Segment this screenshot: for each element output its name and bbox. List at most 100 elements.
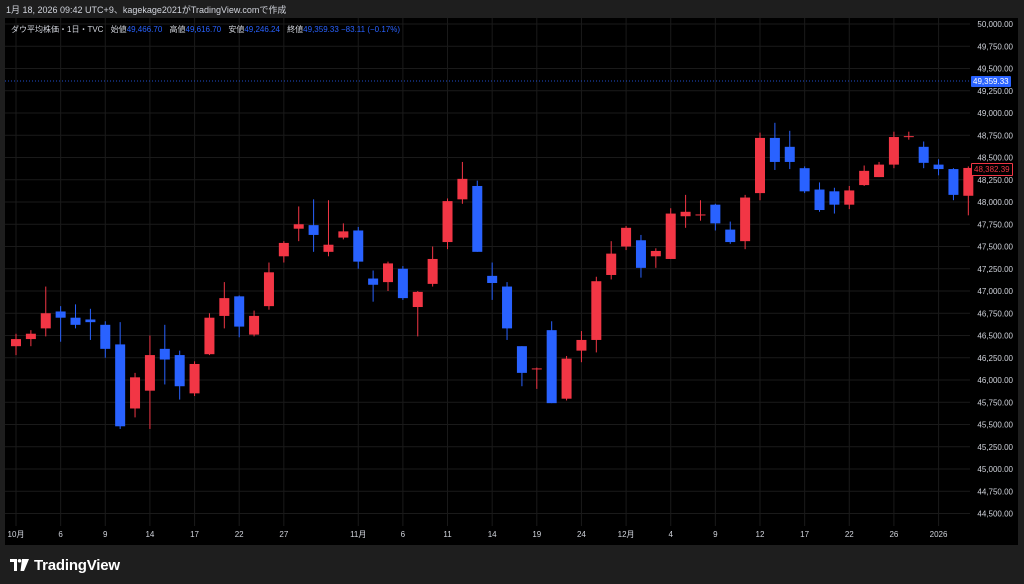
x-tick-label: 11: [443, 530, 452, 539]
candle-body: [338, 231, 349, 238]
candle-body: [725, 229, 736, 243]
candle-body: [516, 346, 527, 373]
y-tick-label: 49,500.00: [977, 65, 1013, 74]
candle-body: [472, 185, 483, 252]
candle-body: [85, 319, 96, 323]
candle-body: [695, 214, 706, 216]
legend-low-value: 49,246.24: [244, 25, 280, 34]
tradingview-logo-icon: [10, 559, 29, 571]
x-tick-label: 6: [401, 530, 406, 539]
candle-body: [323, 244, 334, 252]
candle-body: [665, 213, 676, 259]
x-tick-label: 4: [668, 530, 673, 539]
y-tick-label: 49,250.00: [977, 87, 1013, 96]
x-tick-label: 12月: [618, 530, 635, 539]
candle-body: [591, 281, 602, 340]
y-tick-label: 47,000.00: [977, 287, 1013, 296]
x-tick-label: 11月: [350, 530, 366, 539]
candle-body: [219, 298, 230, 316]
caption-bar: 1月 18, 2026 09:42 UTC+9、kagekage2021がTra…: [0, 0, 1024, 18]
y-tick-label: 47,500.00: [977, 243, 1013, 252]
legend-symbol: ダウ平均株価・1日・TVC: [11, 25, 104, 34]
candle-body: [427, 258, 438, 284]
y-tick-label: 45,750.00: [977, 398, 1013, 407]
x-tick-label: 14: [488, 530, 497, 539]
x-tick-label: 17: [800, 530, 809, 539]
candle-body: [115, 344, 126, 427]
legend-change-value: −83.11 (−0.17%): [341, 25, 401, 34]
candle-body: [383, 263, 393, 283]
candle-body: [55, 311, 66, 318]
candle-body: [412, 291, 423, 308]
candle-body: [710, 204, 721, 224]
y-tick-label: 50,000.00: [977, 20, 1013, 29]
candle-body: [174, 355, 185, 387]
ohlc-legend: ダウ平均株価・1日・TVC 始値49,466.70 高値49,616.70 安値…: [11, 24, 400, 35]
legend-low-label: 安値: [228, 25, 245, 34]
tradingview-logo[interactable]: TradingView: [10, 556, 120, 574]
candle-body: [769, 137, 780, 162]
x-tick-label: 2026: [930, 530, 948, 539]
candle-body: [189, 363, 200, 394]
candle-body: [784, 146, 795, 162]
x-tick-label: 12: [756, 530, 765, 539]
candle-body: [576, 339, 587, 351]
candle-body: [11, 339, 21, 347]
x-tick-label: 9: [713, 530, 718, 539]
candle-body: [829, 191, 840, 205]
y-tick-label: 47,750.00: [977, 220, 1013, 229]
x-tick-label: 14: [145, 530, 154, 539]
candle-body: [249, 315, 260, 335]
x-tick-label: 22: [235, 530, 244, 539]
candle-body: [25, 333, 36, 340]
candle-body: [680, 211, 691, 217]
y-tick-label: 48,250.00: [977, 176, 1013, 185]
candle-body: [903, 136, 914, 138]
candle-body: [918, 146, 929, 163]
y-tick-label: 46,500.00: [977, 332, 1013, 341]
candle-body: [457, 178, 468, 200]
legend-open-value: 49,466.70: [126, 25, 163, 34]
y-tick-label: 44,500.00: [977, 510, 1013, 519]
x-tick-label: 10月: [8, 530, 25, 539]
candle-body: [144, 355, 155, 391]
y-tick-label: 46,750.00: [977, 309, 1013, 318]
legend-close-value: 49,359.33: [303, 25, 339, 34]
candle-body: [740, 197, 751, 242]
candle-body: [650, 250, 661, 257]
x-tick-label: 24: [577, 530, 586, 539]
candle-body: [397, 268, 408, 299]
candle-body: [546, 330, 557, 404]
legend-open-label: 始値: [110, 25, 127, 34]
x-tick-label: 9: [103, 530, 108, 539]
candle-body: [606, 253, 617, 275]
y-tick-label: 44,750.00: [977, 487, 1013, 496]
x-tick-label: 22: [845, 530, 854, 539]
current-price-tag: 48,382.39: [971, 163, 1013, 176]
candle-body: [308, 225, 319, 235]
x-tick-label: 6: [58, 530, 63, 539]
y-tick-label: 46,000.00: [977, 376, 1013, 385]
candle-body: [561, 358, 572, 399]
snapshot-caption: 1月 18, 2026 09:42 UTC+9、kagekage2021がTra…: [6, 5, 287, 15]
candle-body: [487, 275, 498, 283]
y-tick-label: 47,250.00: [977, 265, 1013, 274]
candle-body: [293, 224, 304, 229]
candle-body: [70, 317, 81, 325]
candle-body: [263, 272, 274, 307]
candle-body: [204, 317, 215, 355]
candle-body: [948, 169, 959, 195]
y-tick-label: 45,000.00: [977, 465, 1013, 474]
candle-body: [100, 324, 111, 349]
branding-bar: [0, 545, 1024, 584]
chart-area[interactable]: 44,500.00 44,750.00 45,000.00 45,250.00 45,5…: [5, 18, 1018, 545]
candle-body: [933, 164, 944, 170]
candlestick-chart[interactable]: 44,500.00 44,750.00 45,000.00 45,250.00 45,5…: [5, 18, 1018, 545]
y-tick-label: 49,000.00: [977, 109, 1013, 118]
y-tick-label: 48,500.00: [977, 154, 1013, 163]
candle-body: [234, 296, 245, 327]
candle-body: [278, 242, 289, 257]
x-tick-label: 19: [532, 530, 541, 539]
y-tick-label: 48,750.00: [977, 131, 1013, 140]
